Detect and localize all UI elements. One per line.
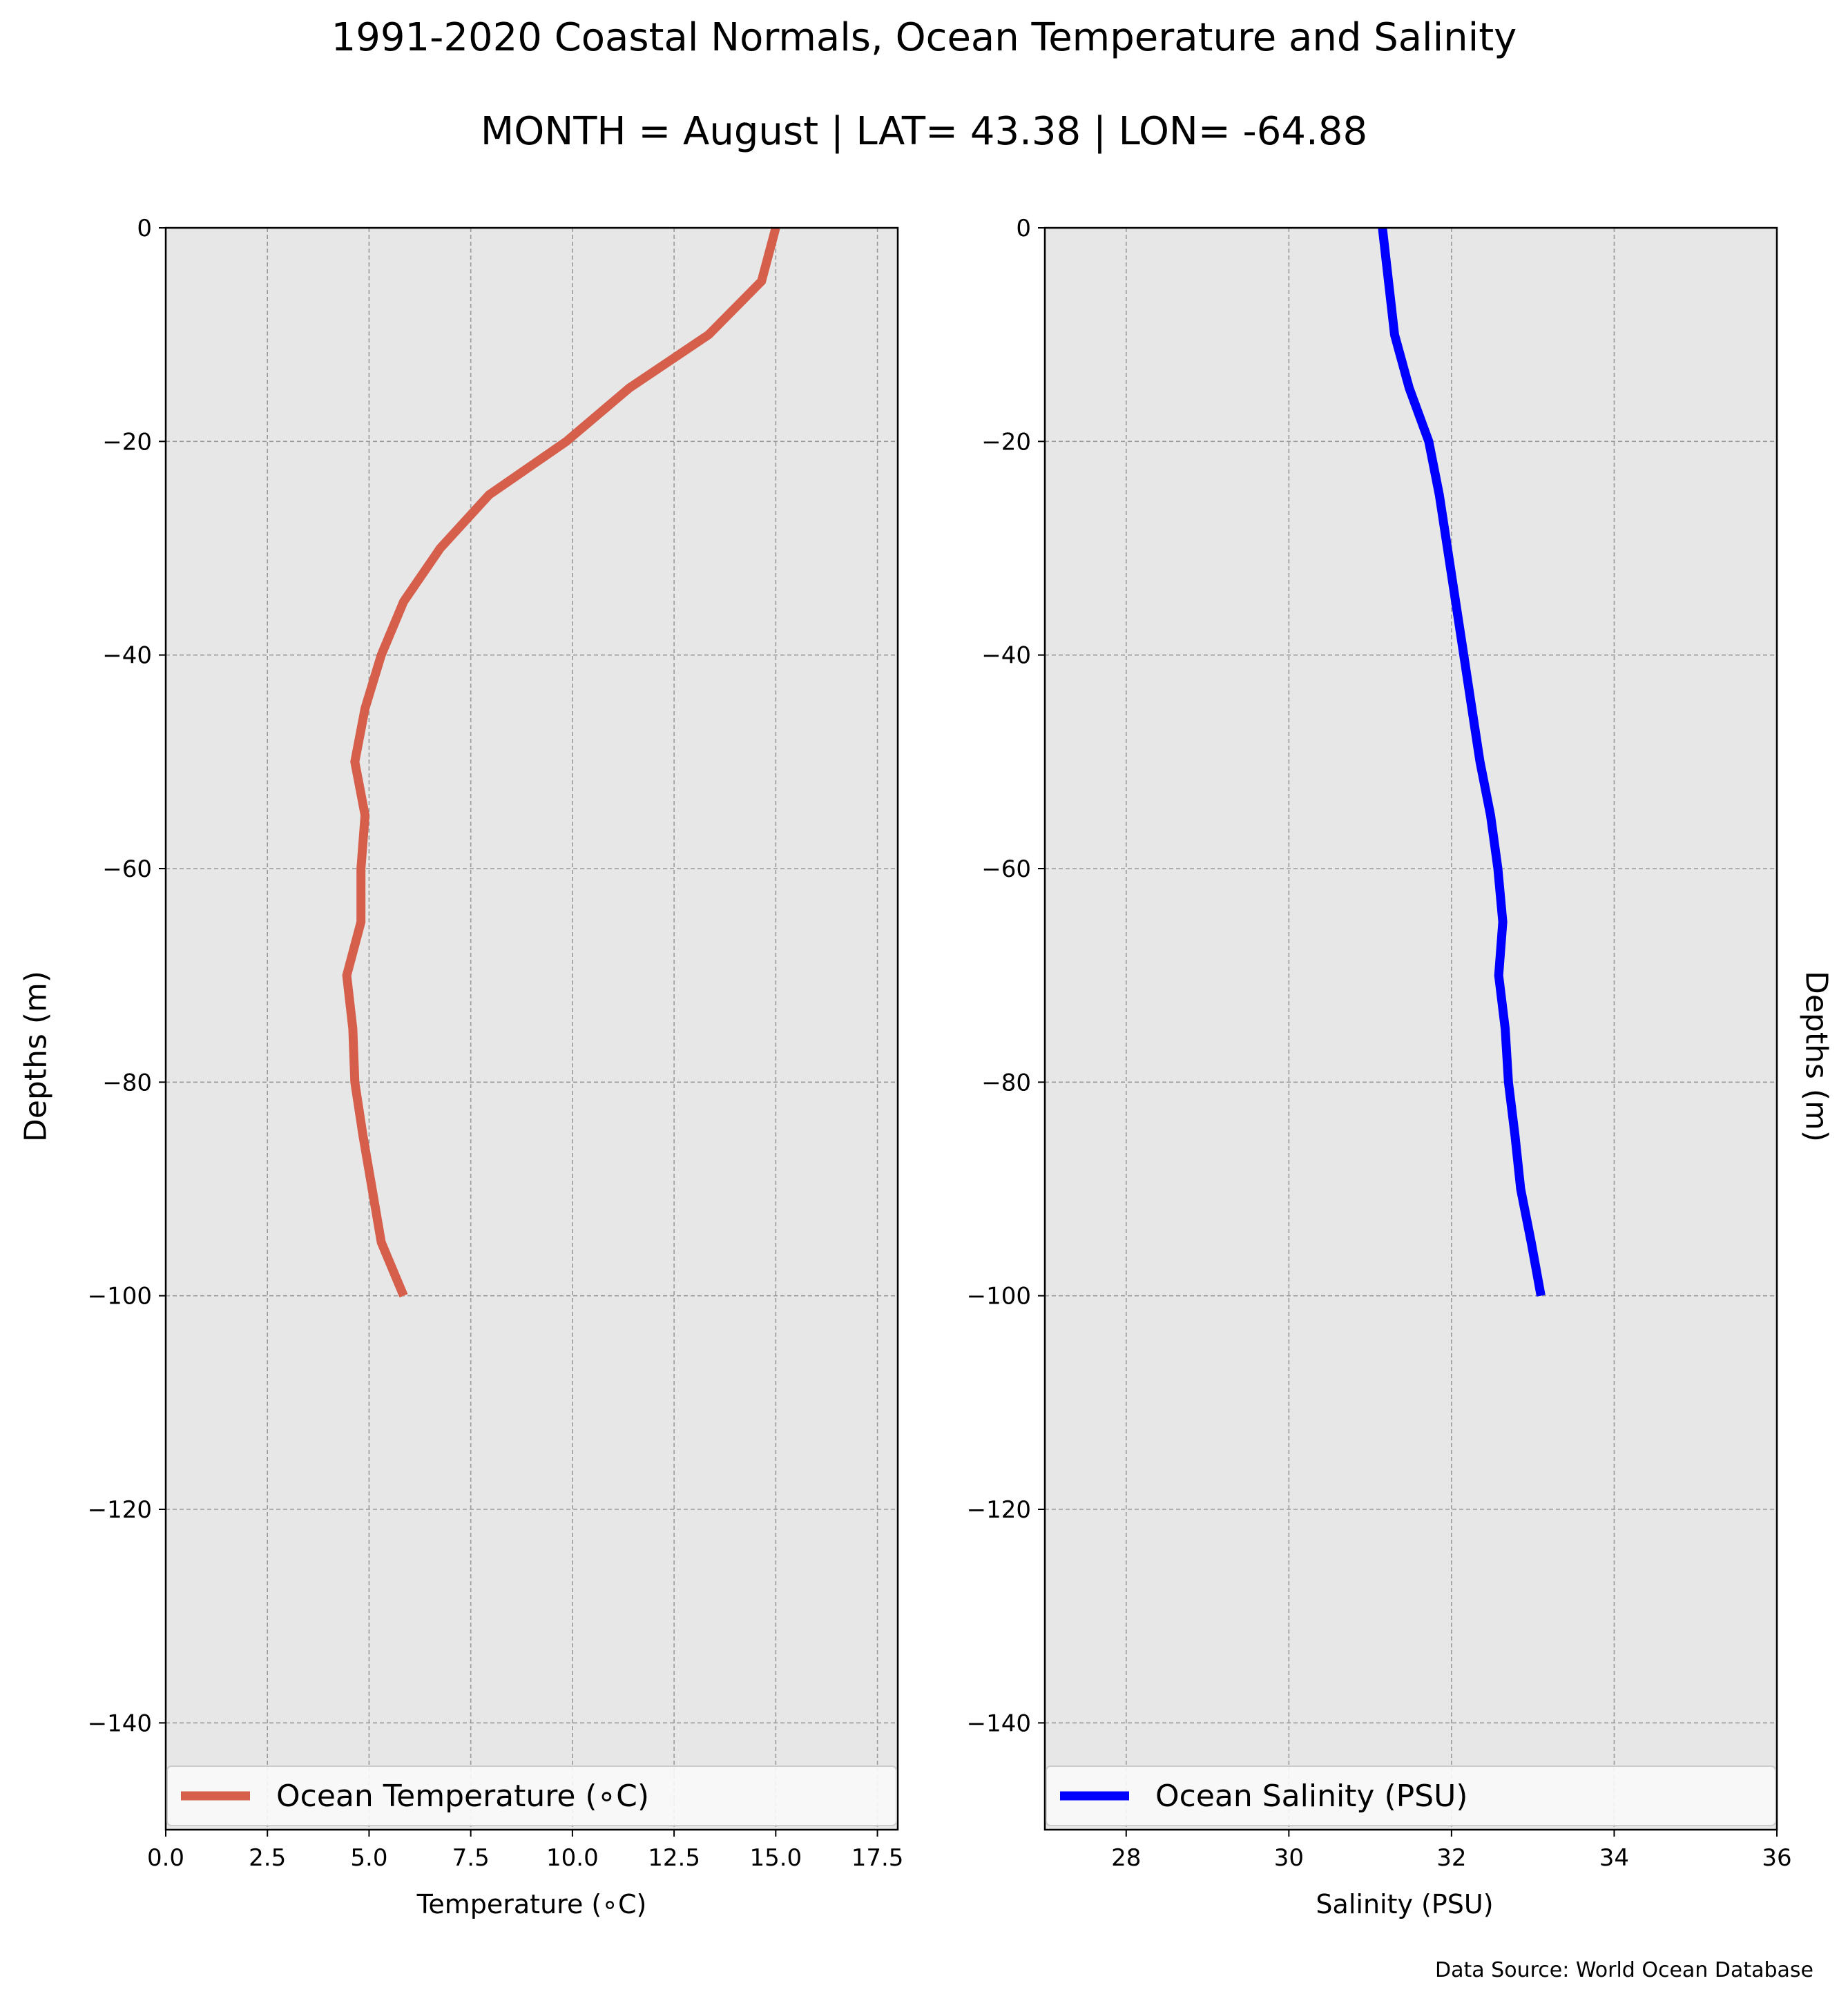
salinity-panel: 28 30 32 34 36 0 −20 −40 −60 −80 −100 −120 −140 Ocean… <box>967 215 1792 1872</box>
salinity-y-tick-label: −20 <box>981 428 1031 456</box>
temperature-x-tick-label: 0.0 <box>147 1844 184 1872</box>
temperature-x-axis-label: Temperature (∘C) <box>416 1889 647 1919</box>
temperature-x-tick-label: 7.5 <box>452 1844 490 1872</box>
salinity-y-tick-label: −40 <box>981 642 1031 670</box>
temperature-x-tick-label: 15.0 <box>749 1844 802 1872</box>
salinity-legend-label: Ocean Salinity (PSU) <box>1155 1779 1467 1814</box>
salinity-legend: Ocean Salinity (PSU) <box>1046 1765 1776 1826</box>
temperature-x-tick-label: 10.0 <box>546 1844 599 1872</box>
salinity-y-tick-label: 0 <box>1016 215 1031 242</box>
temperature-x-tick-label: 17.5 <box>851 1844 904 1872</box>
salinity-axes-frame <box>1043 226 1778 1831</box>
temperature-y-tick-label: −140 <box>88 1710 152 1737</box>
temperature-y-tick-label: 0 <box>137 215 152 242</box>
salinity-y-tick-label: −60 <box>981 855 1031 883</box>
temperature-panel: 0.0 2.5 5.0 7.5 10.0 12.5 15.0 17.5 0 −20 −40 −60 −8… <box>88 215 904 1872</box>
temperature-legend-label: Ocean Temperature (∘C) <box>276 1779 649 1814</box>
temperature-series-line <box>342 226 780 1298</box>
salinity-y-tick-label: −120 <box>967 1496 1031 1524</box>
salinity-x-tick-label: 36 <box>1762 1844 1791 1872</box>
salinity-x-tick-label: 30 <box>1274 1844 1304 1872</box>
data-source-note: Data Source: World Ocean Database <box>1435 1958 1813 1982</box>
salinity-x-tick-label: 34 <box>1599 1844 1629 1872</box>
temperature-y-tick-label: −60 <box>102 855 152 883</box>
temperature-x-tick-label: 12.5 <box>648 1844 700 1872</box>
salinity-y-tick-label: −80 <box>981 1069 1031 1096</box>
temperature-axes-frame <box>164 226 899 1831</box>
temperature-x-tick-label: 2.5 <box>249 1844 286 1872</box>
salinity-y-tick-label: −140 <box>967 1710 1031 1737</box>
chart-subtitle: MONTH = August | LAT= 43.38 | LON= -64.8… <box>480 109 1368 154</box>
temperature-legend: Ocean Temperature (∘C) <box>166 1765 897 1826</box>
salinity-plot-area <box>1045 228 1777 1830</box>
salinity-x-tick-label: 28 <box>1111 1844 1141 1872</box>
left-y-axis-label: Depths (m) <box>18 970 54 1143</box>
salinity-legend-box <box>1046 1765 1776 1826</box>
temperature-y-tick-label: −20 <box>102 428 152 456</box>
salinity-y-tick-label: −100 <box>967 1283 1031 1310</box>
temperature-y-tick-label: −100 <box>88 1283 152 1310</box>
temperature-x-tick-label: 5.0 <box>350 1844 387 1872</box>
temperature-y-tick-label: −120 <box>88 1496 152 1524</box>
salinity-series-line <box>1378 227 1546 1297</box>
right-y-axis-label: Depths (m) <box>1798 970 1834 1143</box>
temperature-y-tick-label: −80 <box>102 1069 152 1096</box>
temperature-legend-box <box>166 1765 897 1826</box>
salinity-x-axis-label: Salinity (PSU) <box>1316 1889 1494 1919</box>
salinity-x-tick-label: 32 <box>1436 1844 1466 1872</box>
temperature-y-tick-label: −40 <box>102 642 152 670</box>
chart-title: 1991-2020 Coastal Normals, Ocean Tempera… <box>331 15 1517 60</box>
